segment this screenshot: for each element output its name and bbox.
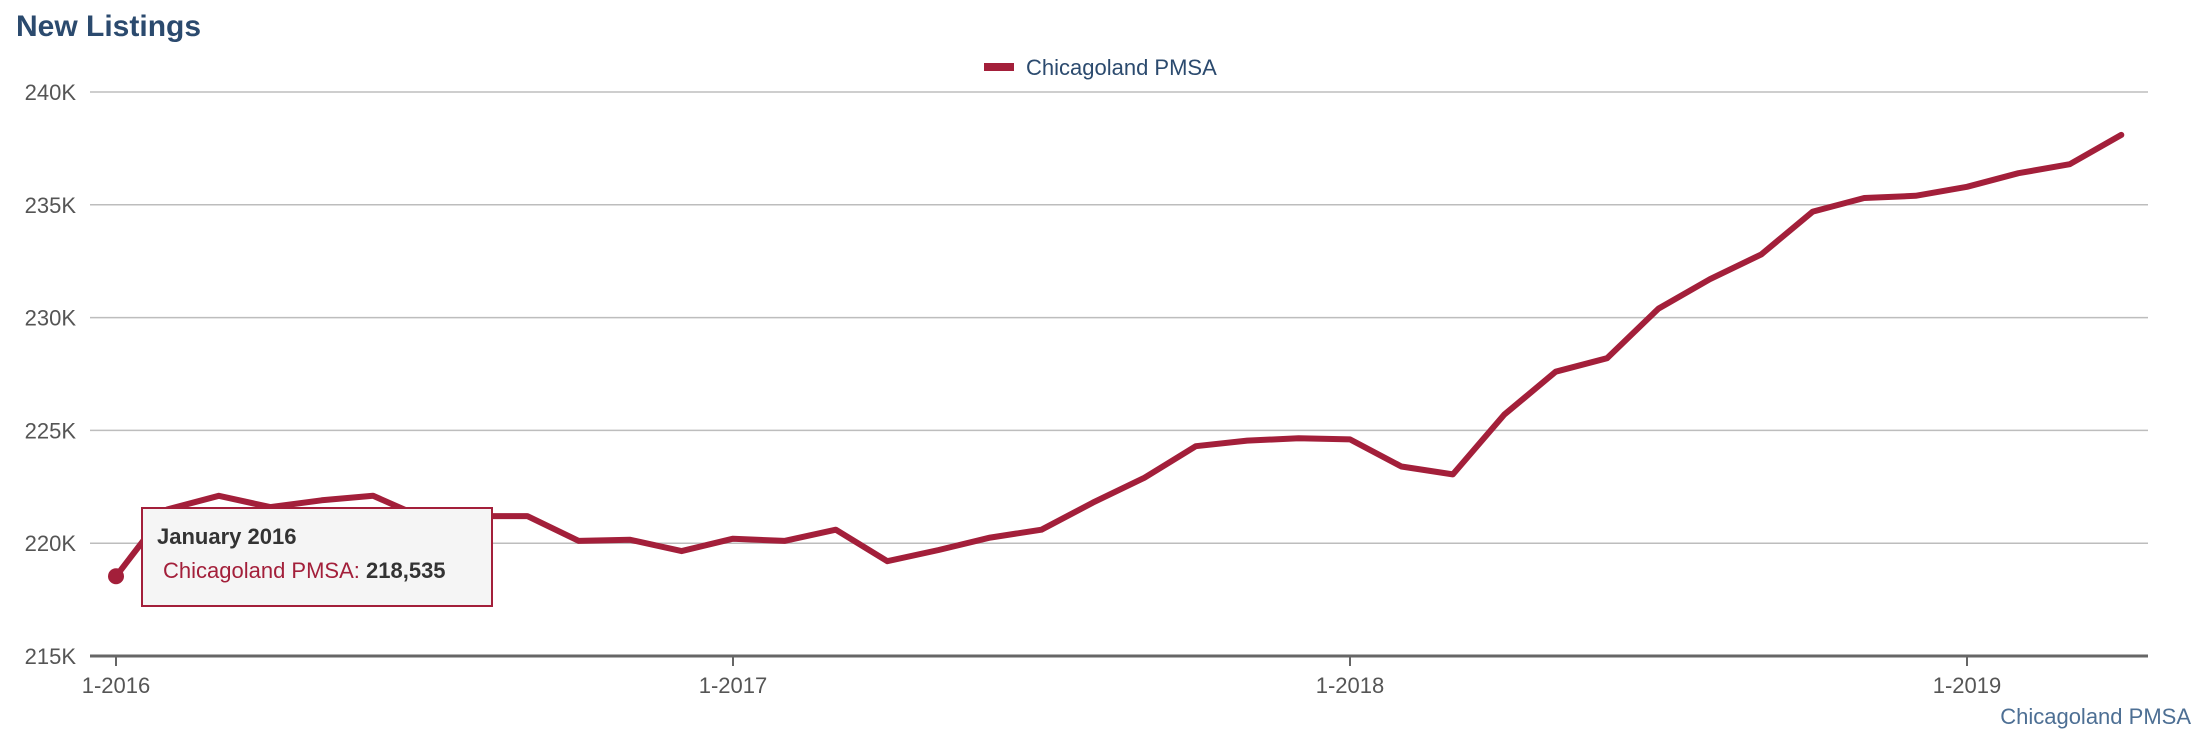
- x-axis: 1-2016 1-2017 1-2018 1-2019: [82, 654, 2148, 698]
- x-tick-label: 1-2017: [699, 673, 768, 698]
- y-tick-label: 235K: [25, 193, 77, 218]
- y-tick-label: 225K: [25, 418, 77, 443]
- credit-link[interactable]: Chicagoland PMSA: [2000, 704, 2191, 729]
- x-tick-label: 1-2016: [82, 673, 151, 698]
- tooltip-row: Chicagoland PMSA: 218,535: [163, 558, 446, 584]
- y-tick-label: 220K: [25, 531, 77, 556]
- tooltip-title: January 2016: [157, 524, 297, 549]
- x-tick-label: 1-2019: [1933, 673, 2002, 698]
- tooltip-value: 218,535: [366, 558, 446, 583]
- grid-lines: [90, 91, 2148, 544]
- y-tick-label: 230K: [25, 306, 77, 331]
- y-tick-label: 240K: [25, 80, 77, 105]
- y-tick-label: 215K: [25, 644, 77, 669]
- tooltip-series-name: Chicagoland PMSA:: [163, 558, 360, 583]
- tooltip: January 2016 Chicagoland PMSA: 218,535: [141, 507, 493, 607]
- chart-title: New Listings: [16, 10, 202, 43]
- highlight-point: [108, 568, 124, 585]
- x-tick-label: 1-2018: [1316, 673, 1385, 698]
- legend: Chicagoland PMSA: [984, 55, 1217, 80]
- legend-label: Chicagoland PMSA: [1026, 55, 1217, 80]
- y-axis-labels: 215K 220K 225K 230K 235K 240K: [25, 80, 77, 669]
